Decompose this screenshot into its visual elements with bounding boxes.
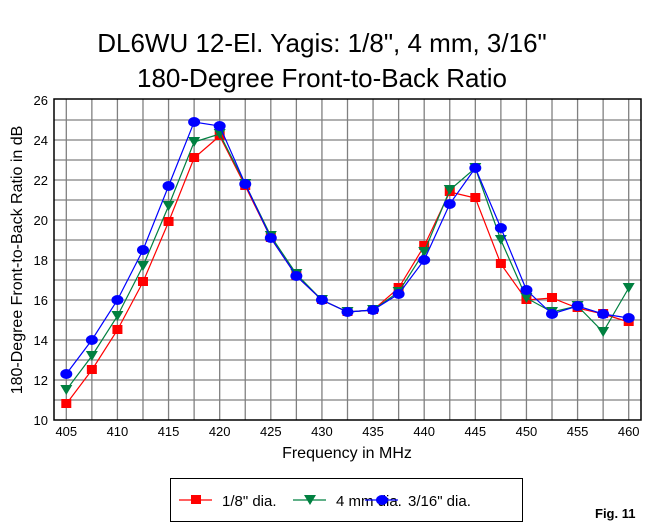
x-tick-labels: 405 410 415 420 425 430 435 440 445 450 455 460	[55, 424, 639, 439]
data-point	[392, 289, 405, 299]
data-point	[264, 233, 277, 243]
legend-label: 1/8" dia.	[222, 493, 277, 510]
data-point	[571, 301, 584, 311]
legend-marker	[304, 495, 316, 505]
data-point	[85, 351, 98, 361]
data-point	[60, 385, 73, 395]
legend-marker	[376, 495, 388, 505]
data-point	[622, 283, 635, 293]
data-point	[419, 241, 430, 250]
x-tick-label: 450	[516, 424, 538, 439]
data-point	[418, 247, 431, 257]
y-tick-label: 20	[34, 213, 48, 228]
data-point	[112, 325, 123, 334]
legend-label: 4 mm dia.	[336, 493, 402, 510]
y-tick-label: 24	[34, 133, 48, 148]
chart-title-line-1: DL6WU 12-El. Yagis: 1/8", 4 mm, 3/16"	[97, 28, 547, 58]
data-point	[136, 245, 149, 255]
data-point	[111, 311, 124, 321]
y-tick-label: 14	[34, 333, 48, 348]
data-point	[61, 399, 72, 408]
grid	[54, 99, 641, 420]
x-tick-label: 425	[260, 424, 282, 439]
data-point	[520, 285, 533, 295]
data-point	[189, 153, 200, 162]
data-point	[162, 181, 175, 191]
y-tick-label: 26	[34, 93, 48, 108]
data-point	[315, 295, 328, 305]
y-tick-label: 22	[34, 173, 48, 188]
data-point	[547, 293, 558, 302]
x-tick-label: 410	[107, 424, 129, 439]
y-axis-label: 180-Degree Front-to-Back Ratio in dB	[9, 126, 26, 395]
data-point	[494, 235, 507, 245]
y-tick-label: 12	[34, 373, 48, 388]
x-tick-label: 405	[55, 424, 77, 439]
data-point	[443, 199, 456, 209]
x-tick-label: 460	[618, 424, 640, 439]
data-point	[470, 193, 481, 202]
legend-marker	[191, 495, 201, 504]
data-point	[443, 185, 456, 195]
data-point	[418, 255, 431, 265]
x-tick-label: 445	[464, 424, 486, 439]
data-point	[162, 201, 175, 211]
data-point	[367, 305, 380, 315]
data-point	[137, 277, 148, 286]
y-tick-label: 18	[34, 253, 48, 268]
data-point	[136, 261, 149, 271]
data-point	[495, 259, 506, 268]
legend: 1/8" dia. 4 mm dia. 3/16" dia.	[170, 478, 523, 522]
data-point	[469, 163, 482, 173]
x-tick-label: 420	[209, 424, 231, 439]
data-point	[188, 117, 201, 127]
data-point	[622, 313, 635, 323]
data-point	[85, 335, 98, 345]
data-point	[290, 271, 303, 281]
figure-label: Fig. 11	[595, 506, 636, 521]
data-point	[597, 309, 610, 319]
legend-label: 3/16" dia.	[408, 493, 471, 510]
y-tick-labels: 10 12 14 16 18 20 22 24 26	[34, 93, 48, 428]
data-point	[111, 295, 124, 305]
x-tick-label: 435	[362, 424, 384, 439]
x-tick-label: 430	[311, 424, 333, 439]
y-tick-label: 16	[34, 293, 48, 308]
series-2	[60, 117, 635, 379]
data-point	[239, 179, 252, 189]
data-point	[86, 365, 97, 374]
data-point	[188, 137, 201, 147]
data-point	[213, 121, 226, 131]
data-point	[163, 217, 174, 226]
data-point	[341, 307, 354, 317]
x-tick-label: 455	[567, 424, 589, 439]
y-tick-label: 10	[34, 413, 48, 428]
data-point	[597, 327, 610, 337]
data-point	[60, 369, 73, 379]
data-point	[494, 223, 507, 233]
x-axis-label: Frequency in MHz	[282, 445, 412, 462]
legend-entries: 1/8" dia. 4 mm dia. 3/16" dia.	[179, 493, 471, 510]
data-point	[520, 293, 533, 303]
series-group	[60, 117, 635, 408]
chart-title-line-2: 180-Degree Front-to-Back Ratio	[137, 63, 507, 93]
x-tick-label: 440	[413, 424, 435, 439]
data-point	[546, 309, 559, 319]
plot-frame	[53, 98, 642, 421]
x-tick-label: 415	[158, 424, 180, 439]
